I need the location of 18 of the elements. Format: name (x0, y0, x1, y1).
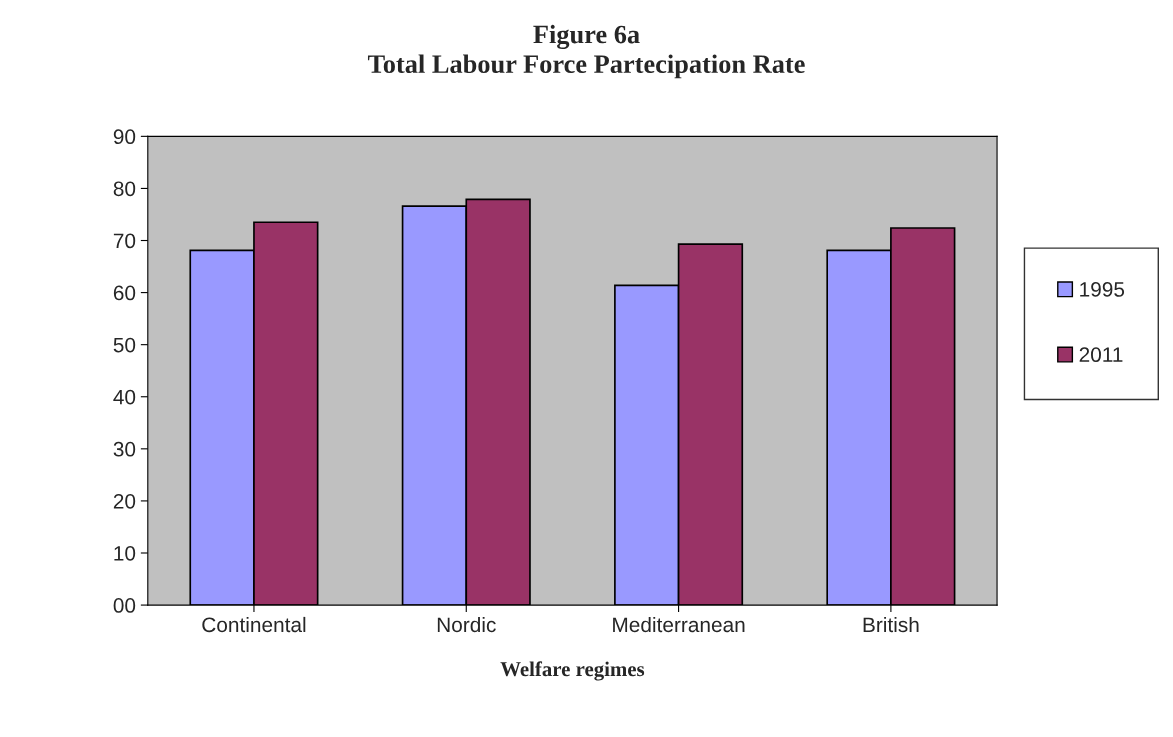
x-tick-label: Nordic (437, 616, 496, 633)
x-tick-label: Mediterranean (613, 616, 745, 633)
y-tick-label: 00 (113, 598, 136, 613)
chart-title: Figure 6a Total Labour Force Partecipation Rate (367, 24, 805, 79)
y-tick-label: 30 (113, 441, 136, 457)
y-tick-label: 60 (113, 285, 136, 301)
y-tick-label: 80 (113, 181, 136, 197)
legend-label: 1995 (1080, 282, 1125, 297)
y-tick-label: 50 (113, 337, 136, 353)
y-tick-label: 40 (113, 389, 136, 405)
y-tick-label: 20 (113, 493, 136, 509)
y-tick-label: 10 (114, 546, 136, 561)
x-tick-label: Continental (202, 616, 306, 633)
x-axis-title: Welfare regimes (500, 661, 645, 681)
y-tick-label: 70 (113, 233, 136, 249)
y-tick-label: 90 (113, 129, 136, 145)
legend-label: 2011 (1079, 347, 1123, 363)
x-tick-label: British (863, 616, 919, 633)
